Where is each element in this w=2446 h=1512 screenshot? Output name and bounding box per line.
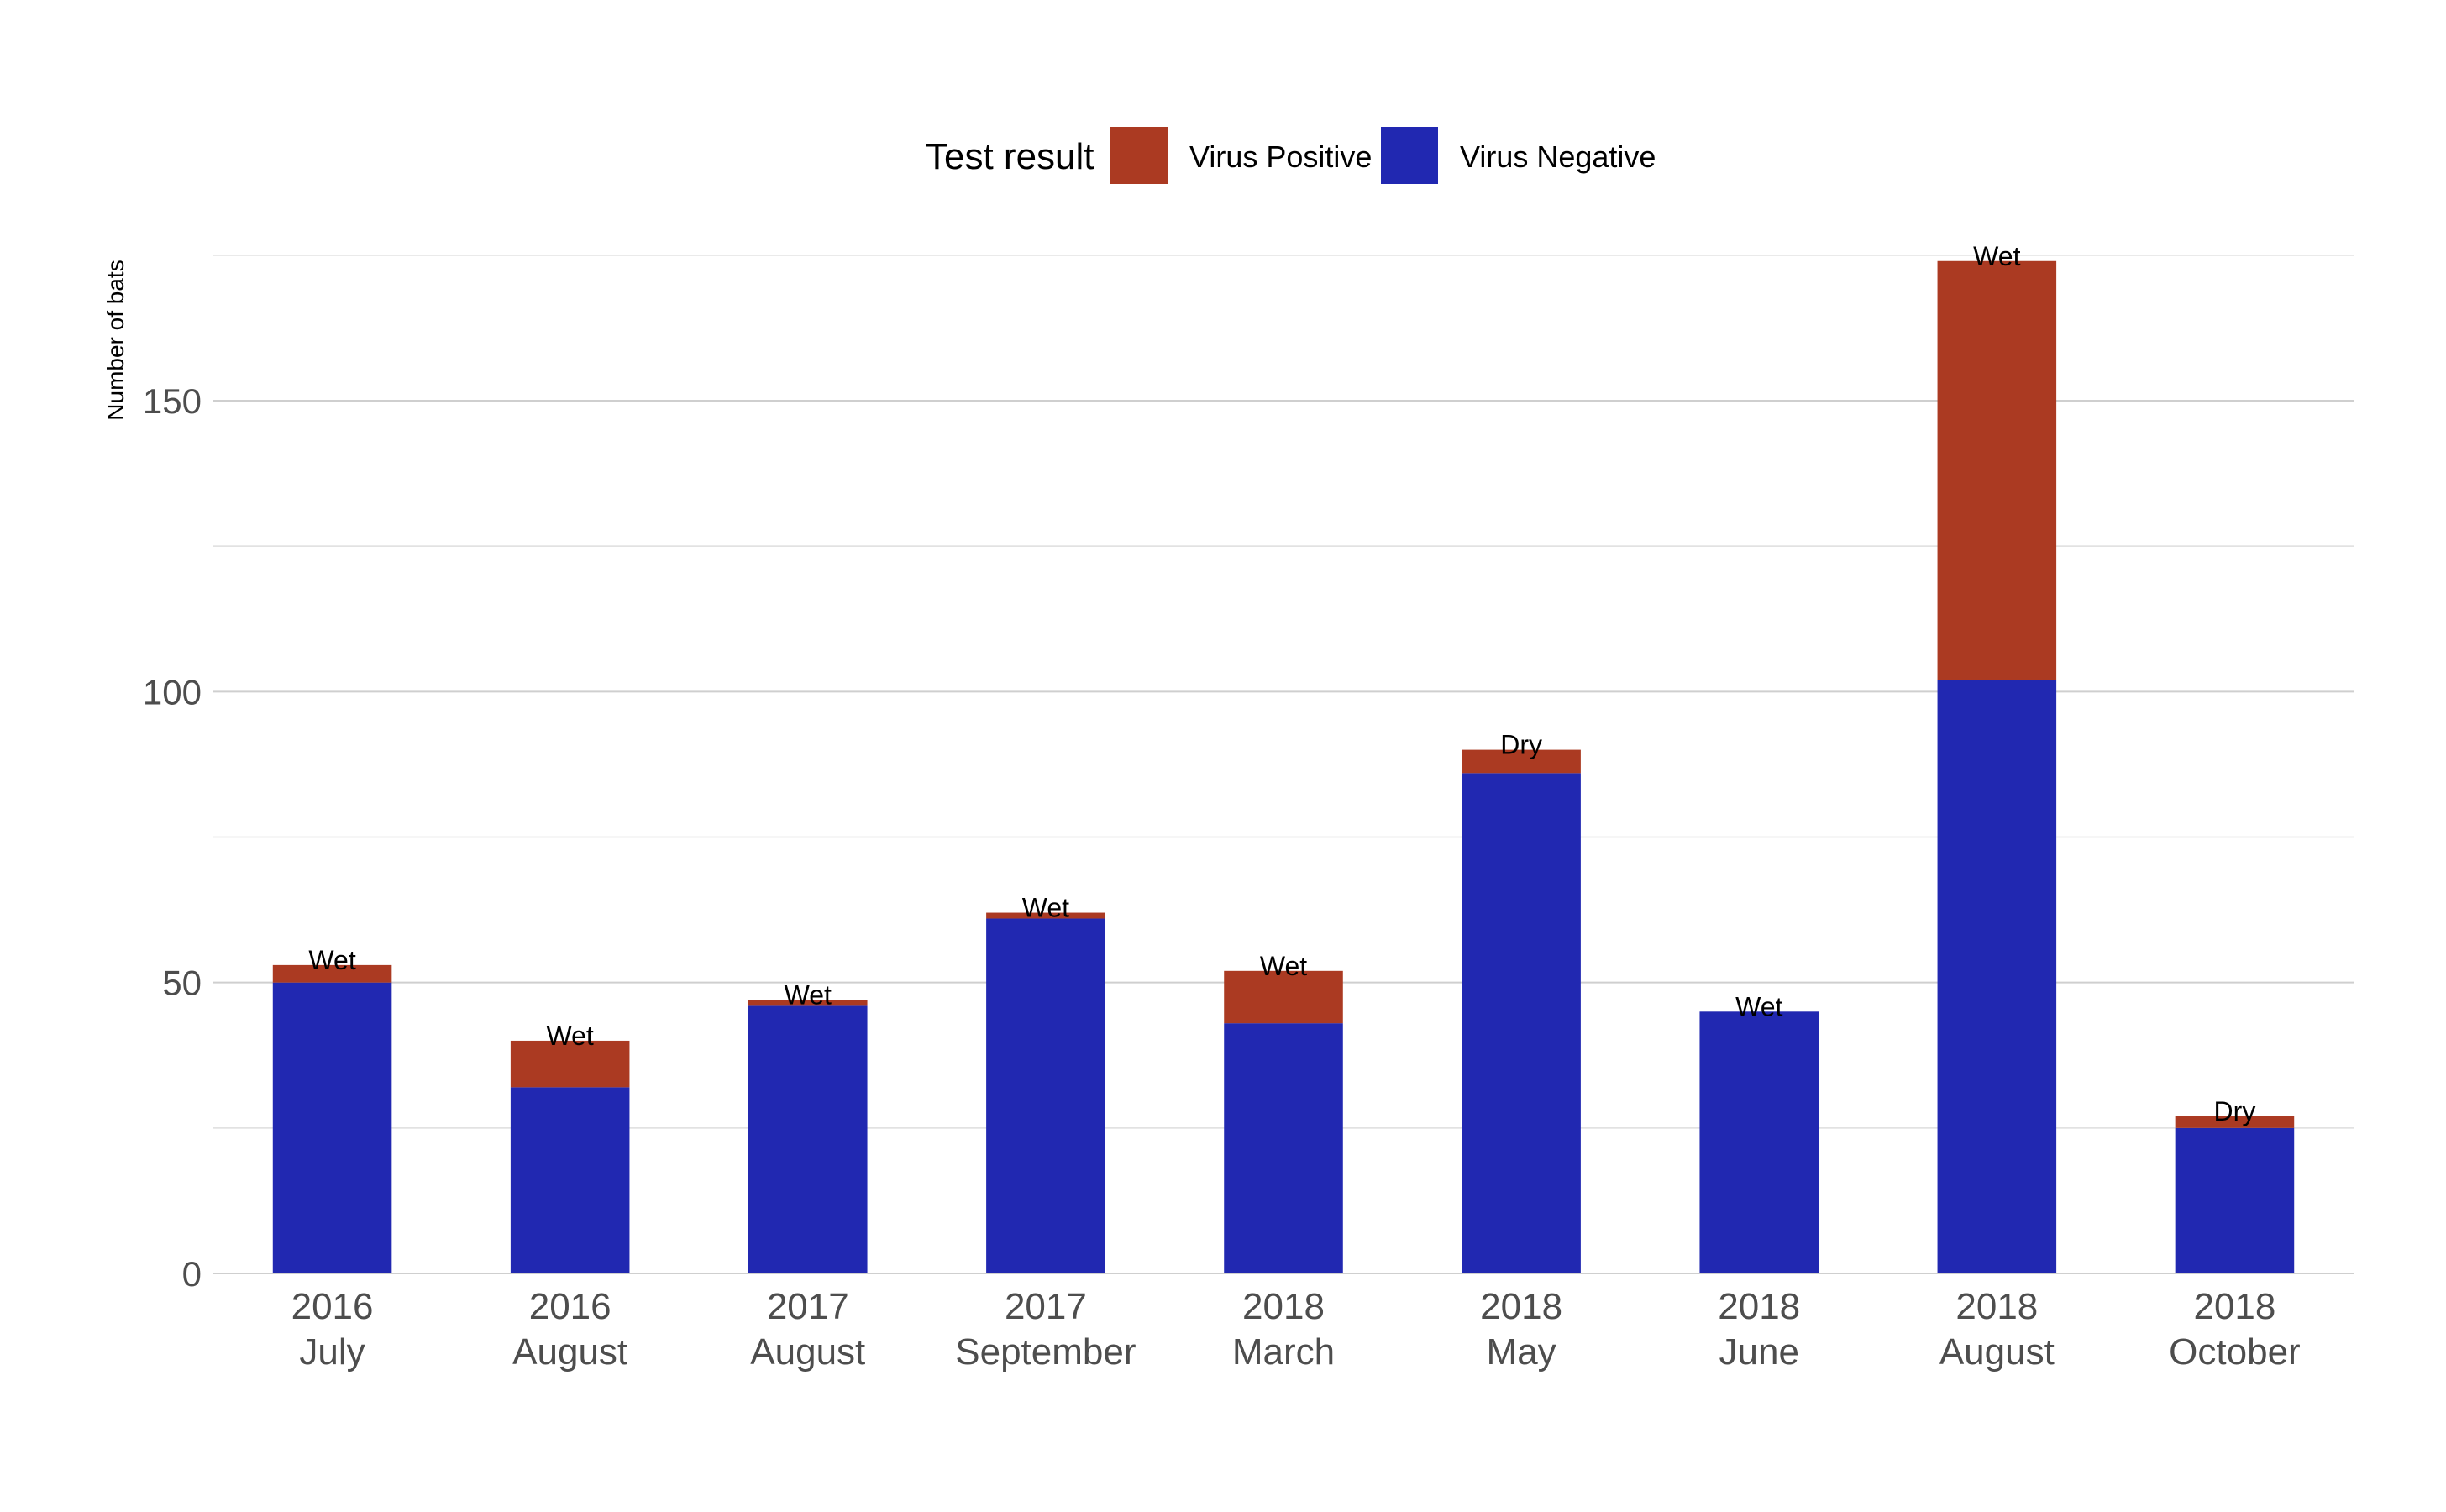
bar-season-label: Wet	[1973, 241, 2020, 271]
x-tick-label-year: 2018	[1955, 1286, 2038, 1327]
x-tick-label-month: October	[2169, 1331, 2301, 1373]
bar-virus-negative	[510, 1087, 630, 1273]
y-tick-label: 50	[162, 963, 202, 1003]
x-tick-label-year: 2018	[1242, 1286, 1325, 1327]
bar-season-label: Wet	[308, 945, 355, 975]
bar-virus-negative	[1937, 680, 2057, 1273]
x-tick-label-year: 2016	[529, 1286, 612, 1327]
legend-key-virus-positive	[1110, 127, 1168, 184]
y-axis: 0 50 100 150	[143, 381, 202, 1294]
bar-virus-positive	[272, 964, 392, 983]
bar-virus-negative	[1224, 1023, 1343, 1273]
x-tick-label-year: 2016	[291, 1286, 374, 1327]
x-tick-label-month: August	[1939, 1331, 2055, 1373]
bar-virus-positive	[986, 912, 1105, 919]
x-axis: 2016July2016August2017August2017Septembe…	[291, 1286, 2301, 1373]
bar-labels: Wet Wet Wet Wet Wet Dry Wet Wet Dry	[308, 241, 2255, 1126]
bar-virus-negative	[748, 1005, 868, 1273]
legend-label-virus-negative: Virus Negative	[1460, 139, 1656, 174]
bar-virus-negative	[1462, 773, 1581, 1273]
bar-virus-negative	[986, 918, 1105, 1273]
x-tick-label-month: July	[299, 1331, 365, 1373]
legend-key-virus-negative	[1381, 127, 1438, 184]
x-tick-label-year: 2018	[2193, 1286, 2275, 1327]
bar-season-label: Dry	[2214, 1096, 2256, 1126]
x-tick-label-year: 2018	[1480, 1286, 1562, 1327]
bar-virus-positive	[1462, 749, 1581, 774]
x-tick-label-month: August	[750, 1331, 865, 1373]
y-axis-title: Number of bats	[102, 260, 129, 420]
bar-season-label: Wet	[547, 1021, 594, 1051]
bar-season-label: Wet	[1260, 951, 1307, 981]
bar-virus-positive	[748, 1000, 868, 1006]
bars	[272, 260, 2295, 1273]
bar-virus-positive	[2175, 1116, 2295, 1128]
bar-season-label: Dry	[1500, 730, 1542, 760]
x-tick-label-month: June	[1719, 1331, 1799, 1373]
legend-label-virus-positive: Virus Positive	[1189, 139, 1372, 174]
bar-season-label: Wet	[1022, 893, 1069, 923]
legend: Test result Virus Positive Virus Negative	[926, 127, 1656, 184]
x-tick-label-year: 2017	[1005, 1286, 1087, 1327]
bar-virus-negative	[272, 982, 392, 1273]
bar-virus-negative	[2175, 1127, 2295, 1273]
y-tick-label: 100	[143, 672, 202, 711]
bar-virus-positive	[1224, 970, 1343, 1024]
bar-virus-positive	[1937, 260, 2057, 680]
x-tick-label-month: August	[512, 1331, 627, 1373]
x-tick-label-month: September	[955, 1331, 1136, 1373]
y-tick-label: 0	[182, 1254, 202, 1294]
bar-virus-negative	[1699, 1011, 1819, 1273]
x-tick-label-year: 2017	[767, 1286, 849, 1327]
x-tick-label-month: March	[1232, 1331, 1335, 1373]
bar-virus-positive	[510, 1040, 630, 1088]
x-tick-label-month: May	[1487, 1331, 1556, 1373]
bar-season-label: Wet	[1735, 991, 1782, 1021]
y-tick-label: 150	[143, 381, 202, 421]
bar-season-label: Wet	[785, 979, 832, 1010]
legend-title: Test result	[926, 136, 1094, 177]
x-tick-label-year: 2018	[1718, 1286, 1800, 1327]
